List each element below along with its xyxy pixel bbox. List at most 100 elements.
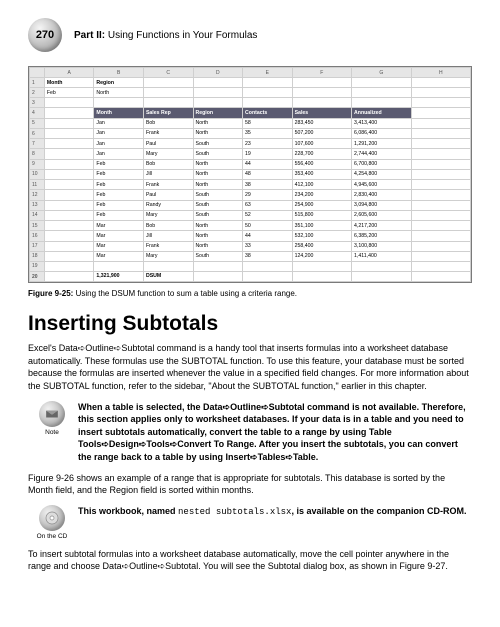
cell bbox=[44, 271, 94, 281]
cell: 124,200 bbox=[292, 251, 351, 261]
cell bbox=[352, 98, 411, 108]
cell bbox=[411, 108, 471, 118]
cell: Month bbox=[44, 78, 94, 88]
column-header: D bbox=[193, 68, 243, 78]
cell: Frank bbox=[143, 241, 193, 251]
cell: North bbox=[94, 88, 144, 98]
cell: 254,900 bbox=[292, 200, 351, 210]
cell bbox=[292, 261, 351, 271]
cell: North bbox=[193, 221, 243, 231]
column-header: E bbox=[243, 68, 293, 78]
cell: 228,700 bbox=[292, 149, 351, 159]
row-header: 8 bbox=[30, 149, 45, 159]
cell: 3,100,800 bbox=[352, 241, 411, 251]
cell bbox=[44, 241, 94, 251]
cell: 35 bbox=[243, 128, 293, 138]
column-header: H bbox=[411, 68, 471, 78]
row-header: 14 bbox=[30, 210, 45, 220]
note-label: Note bbox=[45, 429, 59, 436]
cell: 63 bbox=[243, 200, 293, 210]
note-text: When a table is selected, the Data➪Outli… bbox=[78, 401, 472, 464]
cell bbox=[44, 139, 94, 149]
cell: Mar bbox=[94, 231, 144, 241]
cell bbox=[411, 98, 471, 108]
body-paragraph-1: Excel's Data➪Outline➪Subtotal command is… bbox=[28, 342, 472, 392]
cell bbox=[243, 78, 293, 88]
cell bbox=[44, 118, 94, 128]
cell bbox=[143, 78, 193, 88]
cell bbox=[193, 271, 243, 281]
row-header: 7 bbox=[30, 139, 45, 149]
cell bbox=[193, 261, 243, 271]
cell: 4,254,800 bbox=[352, 169, 411, 179]
page-number: 270 bbox=[36, 29, 54, 41]
cell bbox=[352, 78, 411, 88]
cell: Paul bbox=[143, 139, 193, 149]
cell: Jan bbox=[94, 118, 144, 128]
cell: North bbox=[193, 159, 243, 169]
cell: Contacts bbox=[243, 108, 293, 118]
row-header: 10 bbox=[30, 169, 45, 179]
cell bbox=[243, 271, 293, 281]
cd-text: This workbook, named nested subtotals.xl… bbox=[78, 505, 472, 540]
cell: 2,830,400 bbox=[352, 190, 411, 200]
cell: South bbox=[193, 149, 243, 159]
cell bbox=[94, 98, 144, 108]
cell: Feb bbox=[44, 88, 94, 98]
cell: South bbox=[193, 210, 243, 220]
cell: 2,605,600 bbox=[352, 210, 411, 220]
row-header: 1 bbox=[30, 78, 45, 88]
cell bbox=[411, 210, 471, 220]
cell: 58 bbox=[243, 118, 293, 128]
row-header: 2 bbox=[30, 88, 45, 98]
cell: Mary bbox=[143, 210, 193, 220]
cell: Paul bbox=[143, 190, 193, 200]
cell bbox=[411, 78, 471, 88]
cell: Randy bbox=[143, 200, 193, 210]
cell bbox=[352, 271, 411, 281]
cell bbox=[411, 261, 471, 271]
cell bbox=[94, 261, 144, 271]
cell: 507,200 bbox=[292, 128, 351, 138]
cell: Sales bbox=[292, 108, 351, 118]
cd-label: On the CD bbox=[37, 533, 68, 540]
cell bbox=[292, 88, 351, 98]
cell: 23 bbox=[243, 139, 293, 149]
cell: Sales Rep bbox=[143, 108, 193, 118]
cell: 532,100 bbox=[292, 231, 351, 241]
cell: South bbox=[193, 190, 243, 200]
cell: Mary bbox=[143, 251, 193, 261]
cell bbox=[193, 88, 243, 98]
cell bbox=[411, 231, 471, 241]
cell: South bbox=[193, 251, 243, 261]
cell bbox=[143, 88, 193, 98]
cell: Mar bbox=[94, 221, 144, 231]
note-icon-block: Note bbox=[36, 401, 68, 464]
cell bbox=[44, 128, 94, 138]
cell: Mary bbox=[143, 149, 193, 159]
cell bbox=[44, 169, 94, 179]
cd-icon bbox=[39, 505, 65, 531]
cell: Feb bbox=[94, 200, 144, 210]
cell: Feb bbox=[94, 180, 144, 190]
note-callout: Note When a table is selected, the Data➪… bbox=[28, 401, 472, 464]
cell: 351,100 bbox=[292, 221, 351, 231]
cell bbox=[193, 98, 243, 108]
body-paragraph-3: To insert subtotal formulas into a works… bbox=[28, 548, 472, 573]
row-header: 15 bbox=[30, 221, 45, 231]
row-header: 17 bbox=[30, 241, 45, 251]
cell bbox=[411, 200, 471, 210]
cell bbox=[292, 98, 351, 108]
cell: Month bbox=[94, 108, 144, 118]
cell: Jan bbox=[94, 128, 144, 138]
cell bbox=[411, 221, 471, 231]
cell bbox=[411, 159, 471, 169]
cell bbox=[411, 169, 471, 179]
cell: Bob bbox=[143, 118, 193, 128]
cell bbox=[44, 98, 94, 108]
cell: 19 bbox=[243, 149, 293, 159]
cell bbox=[193, 78, 243, 88]
cell bbox=[44, 190, 94, 200]
cell: 38 bbox=[243, 251, 293, 261]
row-header: 4 bbox=[30, 108, 45, 118]
